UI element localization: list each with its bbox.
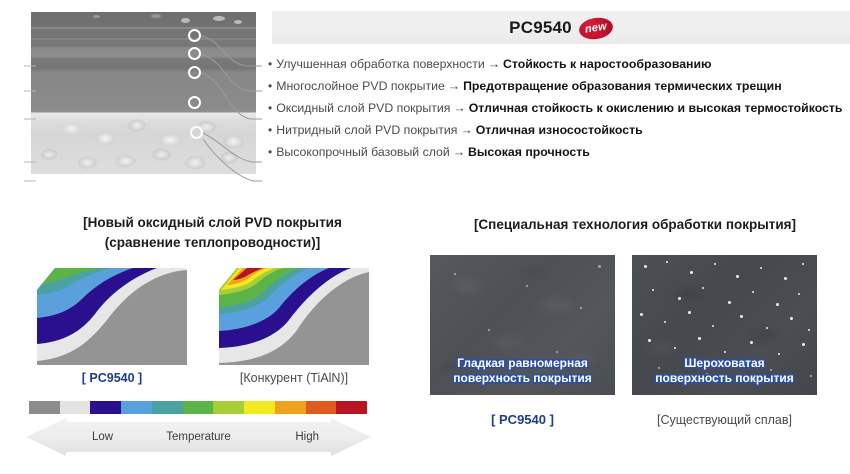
- colorbar-band: [29, 401, 60, 414]
- colorbar-band: [336, 401, 368, 414]
- thermal-map-competitor: [219, 268, 369, 365]
- bullet-lead: Оксидный слой PVD покрытия: [276, 101, 451, 115]
- bullet-benefit: Высокая прочность: [468, 145, 590, 159]
- colorbar-band: [305, 401, 337, 414]
- colorbar-band: [213, 401, 245, 414]
- arrow-icon: →: [447, 79, 461, 93]
- thermal-caption-pc9540: [ PC9540 ]: [81, 371, 143, 385]
- bullet-lead: Улучшенная обработка поверхности: [276, 57, 485, 71]
- overlay-line-1: Гладкая равномерная: [457, 356, 588, 370]
- micrograph-caption-existing: [Существующий сплав]: [657, 413, 792, 427]
- thermal-map-pc9540: [37, 268, 187, 365]
- list-item: • Высокопрочный базовый слой → Высокая про…: [268, 145, 850, 160]
- list-item: • Оксидный слой PVD покрытия → Отличная ст…: [268, 101, 850, 116]
- new-badge: new: [577, 15, 615, 42]
- bullet-benefit: Предотвращение образования термических т…: [463, 79, 782, 93]
- overlay-caption-smooth: Гладкая равномерная поверхность покрытия: [430, 356, 615, 386]
- heading-line-2: (сравнение теплопроводности)]: [104, 235, 321, 250]
- marker-1: [188, 29, 201, 42]
- bullet-benefit: Отличная износостойкость: [475, 123, 643, 137]
- marker-3: [188, 66, 201, 79]
- temperature-scale-labels: Low Temperature High: [26, 418, 371, 456]
- list-item: • Нитридный слой PVD покрытия → Отличная и…: [268, 123, 850, 138]
- marker-2: [188, 47, 201, 60]
- bullet-text: Многослойное PVD покрытие → Предотвращение…: [276, 79, 850, 94]
- arrow-icon: →: [487, 57, 500, 71]
- list-item: • Улучшенная обработка поверхности → Стойк…: [268, 57, 850, 72]
- bullet-text: Нитридный слой PVD покрытия → Отличная изн…: [276, 123, 850, 138]
- arrow-icon: →: [460, 123, 473, 137]
- overlay-line-2: поверхность покрытия: [453, 371, 592, 385]
- section-heading-thermal: [Новый оксидный слой PVD покрытия (сравн…: [20, 213, 405, 253]
- bullet-text: Высокопрочный базовый слой → Высокая прочн…: [276, 145, 850, 160]
- header-bar: [272, 11, 850, 44]
- micrograph-caption-pc9540: [ PC9540 ]: [491, 412, 554, 427]
- bullet-dot: •: [268, 101, 273, 115]
- bullet-lead: Высокопрочный базовый слой: [276, 145, 450, 159]
- micrograph-smooth-surface: Гладкая равномерная поверхность покрытия: [430, 255, 615, 395]
- bullet-lead: Многослойное PVD покрытие: [276, 79, 445, 93]
- bullet-dot: •: [268, 57, 273, 71]
- marker-5: [190, 126, 203, 139]
- overlay-line-1: Шероховатая: [684, 356, 765, 370]
- feature-list: • Улучшенная обработка поверхности → Стойк…: [268, 57, 850, 167]
- colorbar-band: [244, 401, 275, 414]
- scale-label-low: Low: [92, 431, 114, 443]
- page-title: PC9540 new: [272, 11, 850, 44]
- colorbar-band: [274, 401, 306, 414]
- scale-label-high: High: [295, 431, 319, 443]
- colorbar-band: [59, 401, 91, 414]
- list-item: • Многослойное PVD покрытие → Предотвращен…: [268, 79, 850, 94]
- bullet-dot: •: [268, 123, 273, 137]
- scale-label-temperature: Temperature: [166, 431, 231, 443]
- heading-line-1: [Новый оксидный слой PVD покрытия: [83, 215, 342, 230]
- bullet-lead: Нитридный слой PVD покрытия: [276, 123, 458, 137]
- product-name: PC9540: [509, 17, 572, 37]
- overlay-line-2: поверхность покрытия: [655, 371, 794, 385]
- bullet-dot: •: [268, 79, 273, 93]
- bullet-text: Улучшенная обработка поверхности → Стойкос…: [276, 57, 850, 72]
- arrow-icon: →: [452, 145, 466, 159]
- temperature-colorbar: [29, 401, 368, 414]
- coating-cross-section-sem: [31, 12, 256, 174]
- micrograph-rough-surface: Шероховатая поверхность покрытия: [632, 255, 817, 395]
- bullet-text: Оксидный слой PVD покрытия → Отличная стой…: [276, 101, 850, 116]
- colorbar-band: [90, 401, 122, 414]
- arrow-icon: →: [453, 101, 466, 115]
- bullet-benefit: Стойкость к наростообразованию: [503, 57, 712, 71]
- bullet-dot: •: [268, 145, 273, 159]
- marker-4: [188, 96, 201, 109]
- colorbar-band: [182, 401, 214, 414]
- thermal-caption-competitor: [Конкурент (TiAlN)]: [239, 371, 349, 385]
- colorbar-band: [121, 401, 152, 414]
- colorbar-band: [151, 401, 183, 414]
- bullet-benefit: Отличная стойкость к окислению и высокая…: [468, 101, 843, 115]
- section-heading-surface: [Специальная технология обработки покрыт…: [473, 217, 797, 232]
- temperature-arrow-band: [26, 418, 371, 456]
- overlay-caption-rough: Шероховатая поверхность покрытия: [632, 356, 817, 386]
